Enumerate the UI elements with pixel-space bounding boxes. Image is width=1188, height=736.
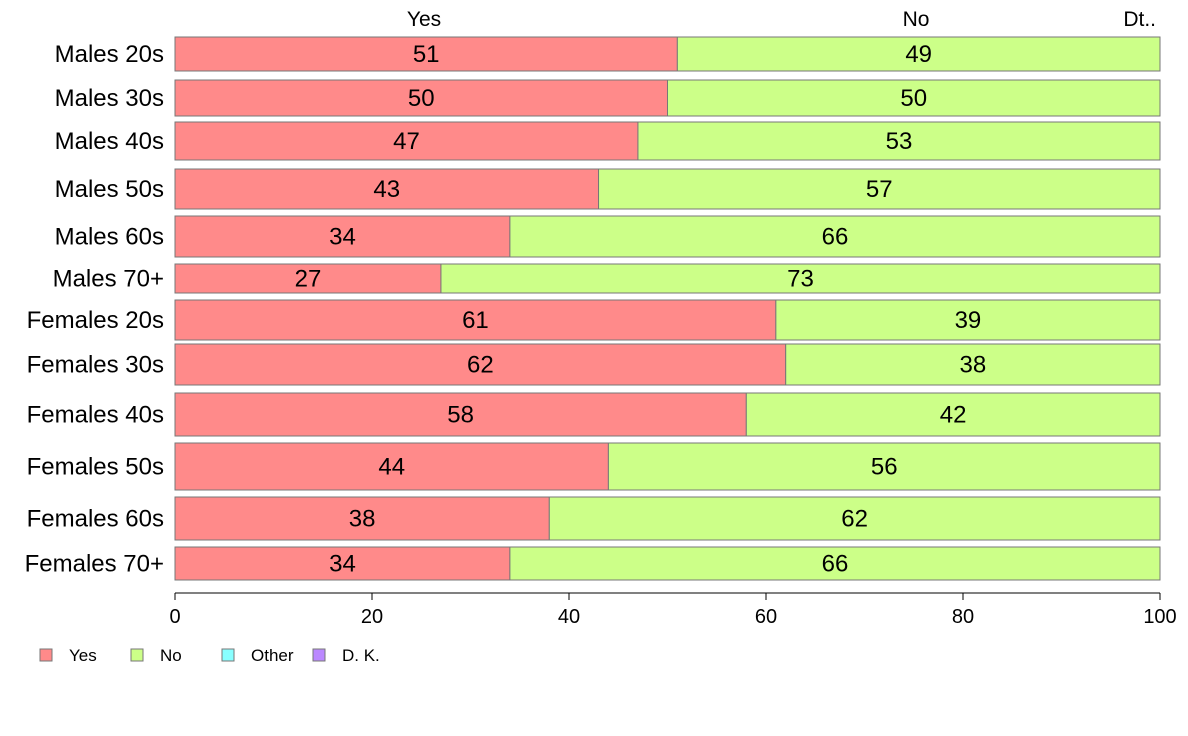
x-tick-label: 100	[1143, 606, 1176, 628]
category-label: Males 30s	[55, 85, 164, 112]
legend-label: Other	[251, 646, 294, 665]
top-label: Dt..	[1123, 8, 1156, 31]
value-label: 53	[886, 128, 913, 155]
bar-no-7	[775, 299, 1161, 341]
bar-yes-4	[174, 168, 600, 210]
value-label: 43	[373, 176, 400, 203]
value-label: 38	[959, 352, 986, 379]
legend: Yes No Other D. K.	[39, 646, 380, 665]
bar-no-6	[440, 263, 1161, 294]
category-labels: Males 20s Males 30s Males 40s Males 50s Male…	[25, 41, 164, 578]
bar-no-9	[745, 392, 1161, 437]
bar-yes-5	[174, 215, 511, 258]
bar-yes-9	[174, 392, 747, 437]
legend-swatch	[130, 648, 144, 662]
bar-no-8	[785, 343, 1161, 386]
legend-swatch	[221, 648, 235, 662]
bar-no-3	[637, 121, 1161, 161]
category-label: Females 30s	[27, 352, 164, 379]
legend-label: No	[160, 646, 182, 665]
value-label: 50	[408, 85, 435, 112]
value-label: 27	[295, 266, 322, 293]
legend-label: Yes	[69, 646, 97, 665]
top-label: Yes	[407, 8, 441, 31]
value-label: 73	[787, 266, 814, 293]
value-label: 44	[378, 454, 405, 481]
top-labels: Yes No Dt..	[407, 8, 1156, 31]
x-tick-label: 0	[169, 606, 180, 628]
legend-swatch	[39, 648, 53, 662]
value-label: 42	[940, 402, 967, 429]
bar-yes-1	[174, 36, 678, 72]
x-tick-label: 40	[558, 606, 580, 628]
value-label: 34	[329, 551, 356, 578]
x-axis: 0 20 40 60 80 100	[169, 592, 1177, 628]
category-label: Females 50s	[27, 454, 164, 481]
bar-yes-12	[174, 546, 511, 581]
value-label: 38	[349, 506, 376, 533]
value-label: 47	[393, 128, 420, 155]
bar-yes-10	[174, 442, 609, 491]
category-label: Females 70+	[25, 551, 164, 578]
bar-no-4	[598, 168, 1161, 210]
category-label: Males 50s	[55, 176, 164, 203]
bar-no-5	[509, 215, 1161, 258]
bar-no-2	[667, 79, 1161, 117]
value-label: 57	[866, 176, 893, 203]
category-label: Females 40s	[27, 402, 164, 429]
value-label: 34	[329, 224, 356, 251]
value-label: 61	[462, 307, 489, 334]
value-label: 62	[467, 352, 494, 379]
x-tick-label: 80	[952, 606, 974, 628]
value-label: 56	[871, 454, 898, 481]
value-label: 66	[822, 224, 849, 251]
bar-yes-3	[174, 121, 639, 161]
category-label: Males 20s	[55, 41, 164, 68]
bar-yes-7	[174, 299, 777, 341]
bar-no-12	[509, 546, 1161, 581]
x-tick-label: 20	[361, 606, 383, 628]
value-label: 51	[413, 41, 440, 68]
value-label: 58	[447, 402, 474, 429]
value-label: 66	[822, 551, 849, 578]
value-label: 62	[841, 506, 868, 533]
top-label: No	[903, 8, 930, 31]
bar-no-11	[548, 496, 1161, 541]
bar-yes-11	[174, 496, 550, 541]
category-label: Females 60s	[27, 506, 164, 533]
bar-no-1	[676, 36, 1161, 72]
category-label: Males 60s	[55, 224, 164, 251]
bar-yes-2	[174, 79, 668, 117]
x-tick-label: 60	[755, 606, 777, 628]
value-label: 49	[905, 41, 932, 68]
category-label: Males 40s	[55, 128, 164, 155]
category-label: Males 70+	[53, 266, 164, 293]
category-label: Females 20s	[27, 307, 164, 334]
bar-no-10	[607, 442, 1161, 491]
legend-label: D. K.	[342, 646, 380, 665]
value-label: 39	[955, 307, 982, 334]
legend-swatch	[312, 648, 326, 662]
value-label: 50	[900, 85, 927, 112]
bars: 51 49 50 50 47 53 43 57 34 66 27 73 61 39 62 38 58 42 44 56…	[174, 36, 1161, 581]
